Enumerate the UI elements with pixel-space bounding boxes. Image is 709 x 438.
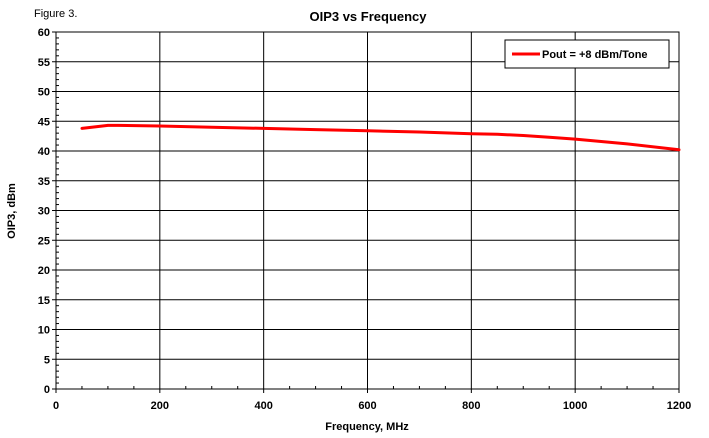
figure-label: Figure 3.: [34, 8, 78, 20]
x-tick-label: 200: [151, 400, 169, 412]
x-tick-label: 1200: [667, 400, 691, 412]
x-tick-label: 400: [254, 400, 272, 412]
y-tick-label: 35: [38, 176, 50, 188]
chart-title: OIP3 vs Frequency: [309, 9, 427, 24]
grid-lines: [52, 31, 680, 393]
y-tick-label: 55: [38, 57, 50, 69]
y-tick-label: 0: [44, 384, 50, 396]
y-tick-label: 50: [38, 87, 50, 99]
y-tick-label: 25: [38, 235, 50, 247]
y-tick-label: 15: [38, 295, 50, 307]
y-tick-label: 60: [38, 27, 50, 39]
y-tick-label: 5: [44, 354, 50, 366]
y-tick-label: 10: [38, 325, 50, 337]
y-tick-label: 20: [38, 265, 50, 277]
x-tick-label: 800: [462, 400, 480, 412]
y-tick-label: 45: [38, 116, 50, 128]
y-tick-label: 40: [38, 146, 50, 158]
y-tick-label: 30: [38, 206, 50, 218]
series-layer: [80, 123, 681, 152]
x-axis-title: Frequency, MHz: [325, 421, 409, 433]
y-tick-labels: 0 5 10 15 20 25 30 35 40 45 50 55 60: [38, 27, 50, 396]
legend-label: Pout = +8 dBm/Tone: [542, 49, 648, 61]
x-tick-label: 600: [358, 400, 376, 412]
minor-ticks: [56, 37, 654, 389]
y-axis-title: OIP3, dBm: [6, 183, 18, 239]
series-line-pout-8dbm: [80, 123, 681, 152]
x-tick-label: 0: [53, 400, 59, 412]
legend: Pout = +8 dBm/Tone: [504, 39, 670, 69]
x-tick-labels: 0 200 400 600 800 1000 1200: [53, 400, 691, 412]
x-tick-label: 1000: [563, 400, 587, 412]
